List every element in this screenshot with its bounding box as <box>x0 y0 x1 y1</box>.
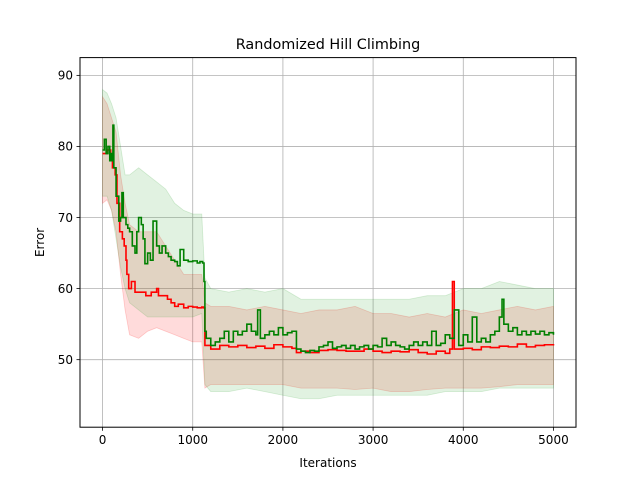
y-tick-label: 70 <box>58 211 73 225</box>
series-1-line <box>102 149 555 355</box>
y-tick-label: 80 <box>58 140 73 154</box>
x-axis-label: Iterations <box>299 456 356 470</box>
y-tick-label: 90 <box>58 69 73 83</box>
x-tick-label: 5000 <box>538 433 569 447</box>
series-1-band <box>102 95 554 393</box>
y-axis-ticks: 50 60 70 80 90 <box>58 69 80 367</box>
grid <box>80 57 576 428</box>
x-tick-label: 4000 <box>448 433 479 447</box>
series-2-band <box>102 88 554 400</box>
plot-frame <box>79 57 577 428</box>
y-axis-label: Error <box>33 228 47 257</box>
x-tick-label: 2000 <box>268 433 299 447</box>
x-tick-label: 3000 <box>358 433 389 447</box>
series-2-line <box>102 124 555 354</box>
x-tick-label: 1000 <box>177 433 208 447</box>
confidence-bands <box>102 88 554 400</box>
series-lines <box>102 124 555 355</box>
y-tick-label: 60 <box>58 282 73 296</box>
x-tick-label: 0 <box>99 433 107 447</box>
y-tick-label: 50 <box>58 353 73 367</box>
chart-title: Randomized Hill Climbing <box>236 37 421 53</box>
x-axis-ticks: 0 1000 2000 3000 4000 5000 <box>99 427 569 447</box>
